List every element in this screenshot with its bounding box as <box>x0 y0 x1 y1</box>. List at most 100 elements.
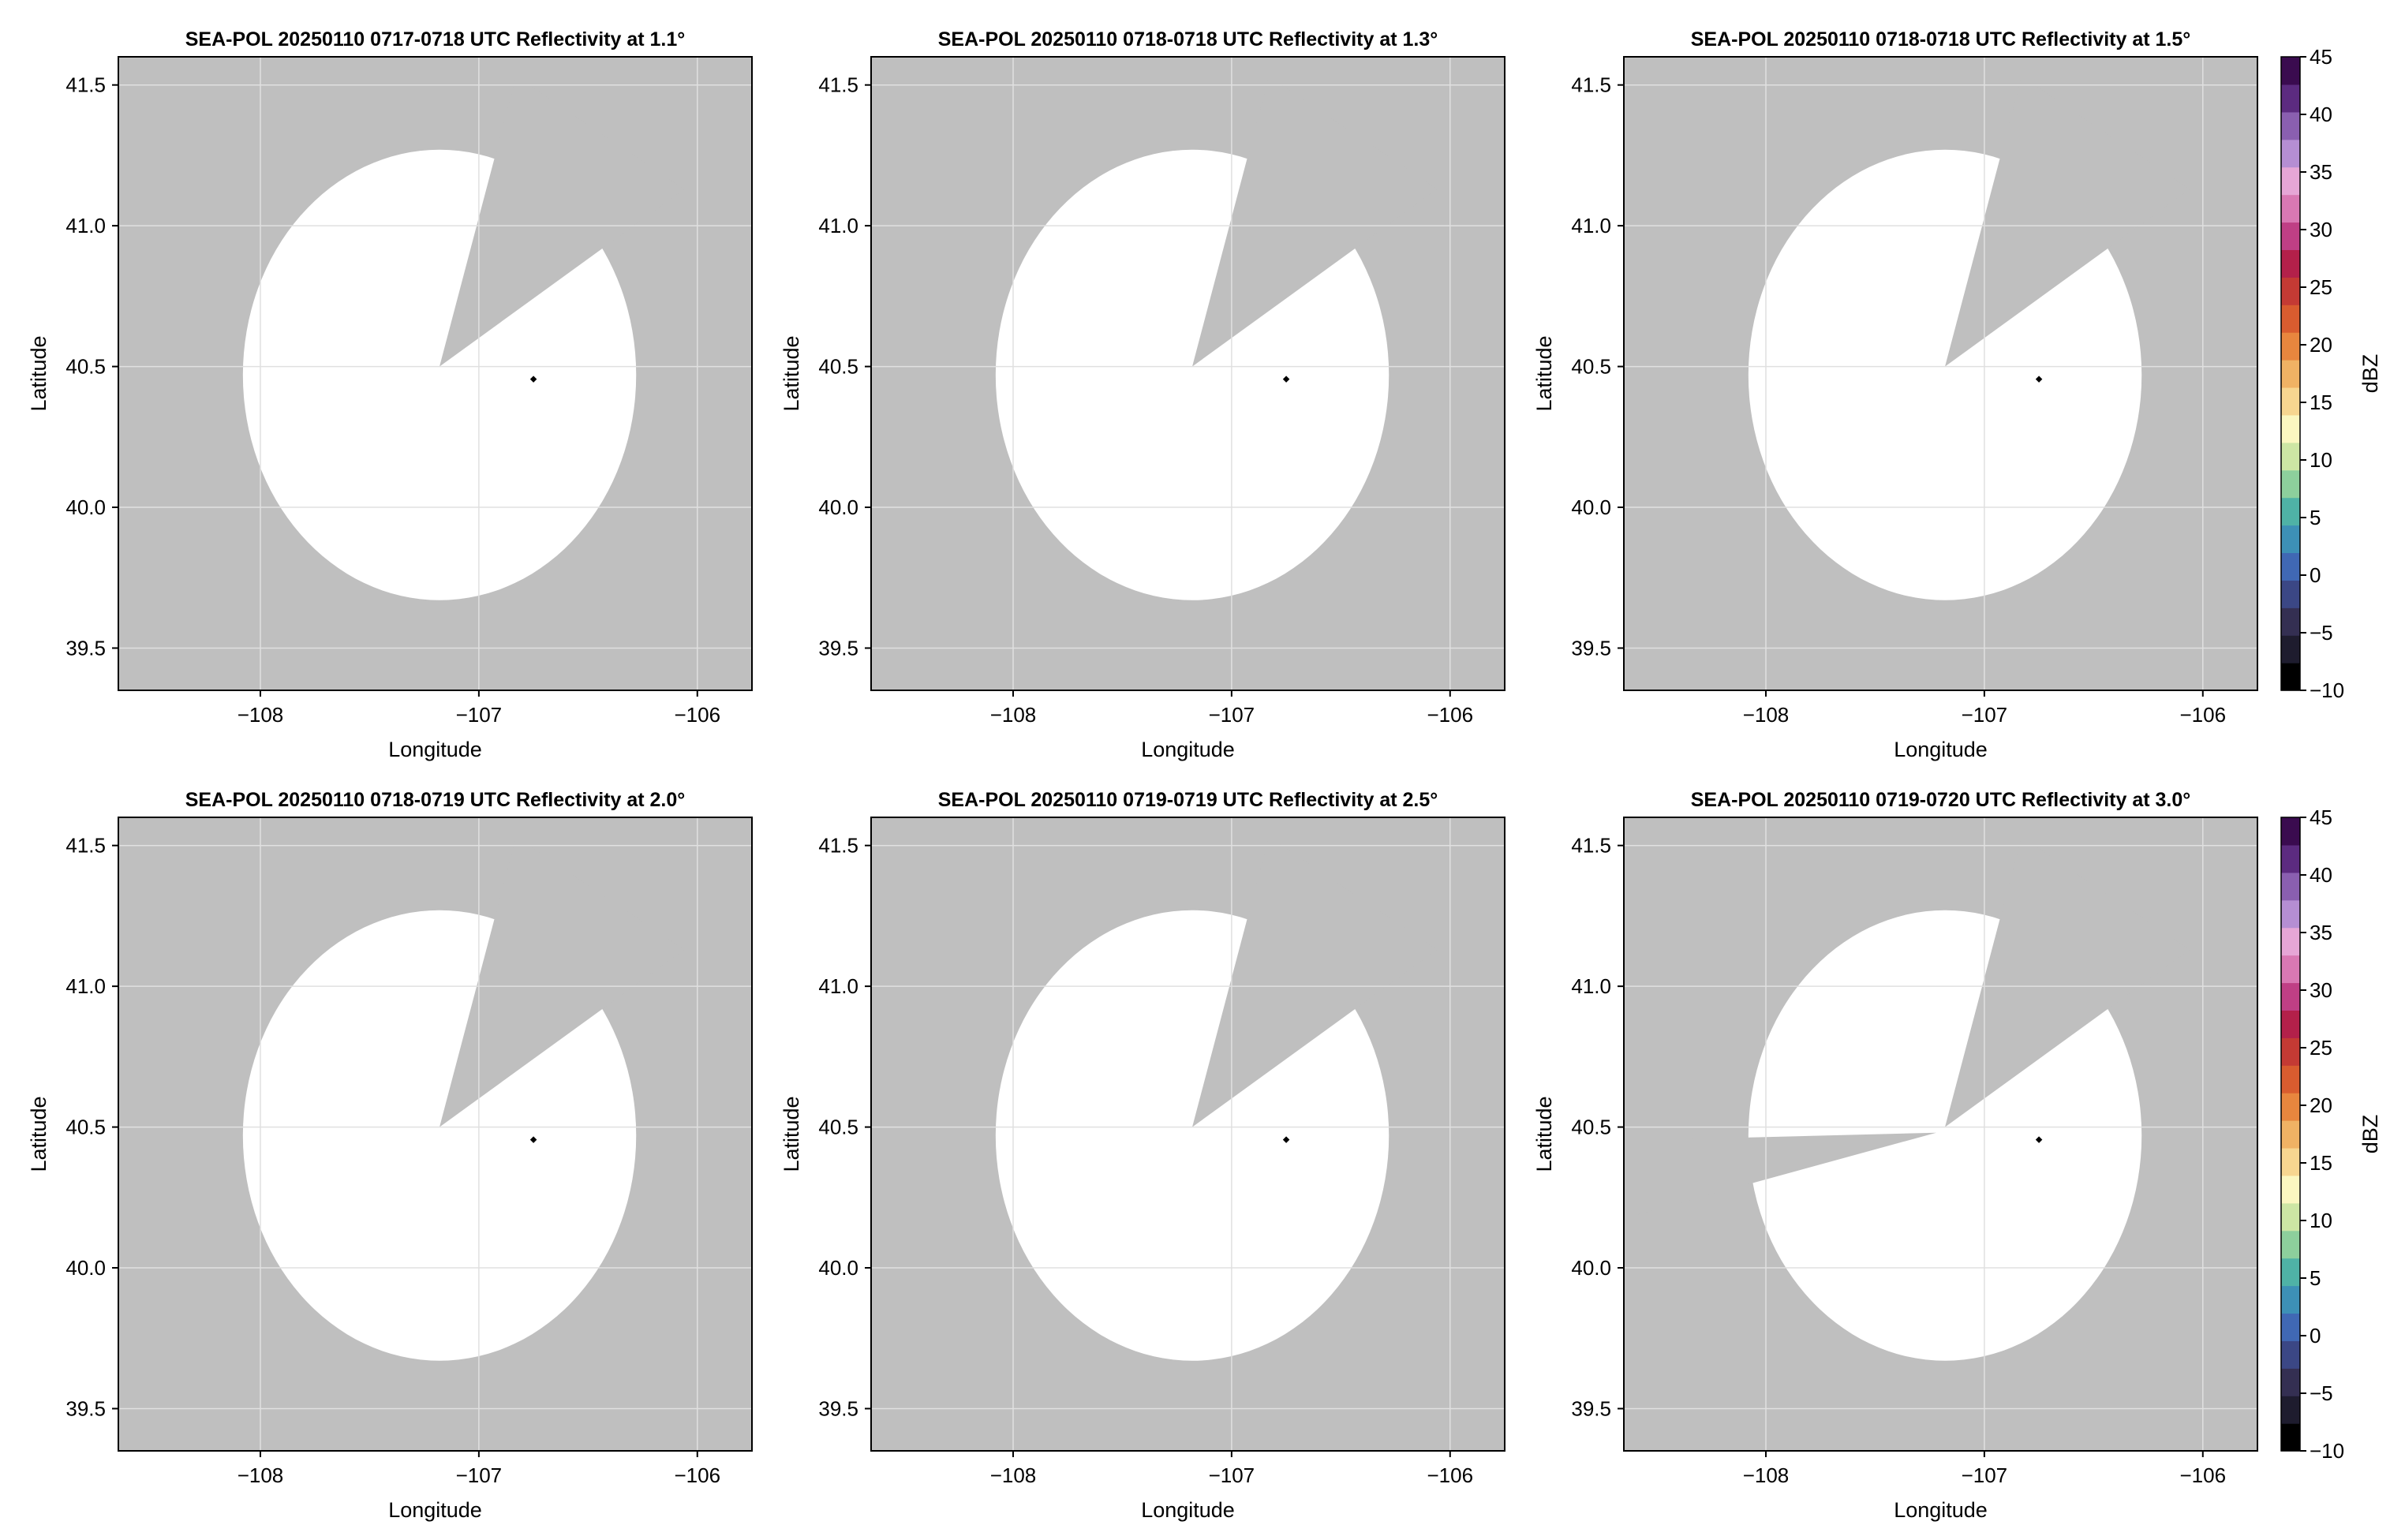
y-tick-label: 40.0 <box>65 1256 106 1280</box>
colorbar-segment <box>2281 414 2300 443</box>
colorbar-segment <box>2281 635 2300 663</box>
x-tick-label: −108 <box>1743 1463 1790 1487</box>
y-tick-label: 40.0 <box>1571 1256 1611 1280</box>
colorbar-1: −10 −5 0 5 10 15 20 25 30 35 40 45 dBZ <box>2280 45 2382 702</box>
y-tick-label: 41.0 <box>1571 974 1611 998</box>
x-axis-label: Longitude <box>388 1498 482 1522</box>
colorbar-tick-label: 0 <box>2310 1324 2321 1348</box>
x-tick-label: −107 <box>1962 1463 2008 1487</box>
y-tick-label: 40.5 <box>1571 355 1611 379</box>
axes-frame <box>1623 56 2258 691</box>
colorbar-segment <box>2281 607 2300 636</box>
colorbar-segment <box>2281 332 2300 361</box>
y-tick-label: 41.0 <box>65 214 106 237</box>
colorbar-segment <box>2281 249 2300 278</box>
colorbar-segment <box>2281 222 2300 250</box>
radar-panel-6: −108 −107 −106 39.5 40.0 40.5 41.0 41.5 SEA-POL … <box>1532 789 2258 1522</box>
x-tick-label: −107 <box>1209 703 1255 727</box>
colorbar-segment <box>2281 1423 2300 1452</box>
y-tick-label: 41.5 <box>818 73 858 97</box>
colorbar-tick-label: 20 <box>2310 333 2332 357</box>
colorbar-segment <box>2281 305 2300 333</box>
colorbar-tick-label: −10 <box>2310 1439 2344 1463</box>
y-tick-label: 40.0 <box>65 495 106 519</box>
colorbar-tick-label: 35 <box>2310 921 2332 944</box>
colorbar-tick-label: 15 <box>2310 391 2332 414</box>
x-tick-label: −108 <box>990 1463 1037 1487</box>
y-tick-label: 40.5 <box>1571 1116 1611 1139</box>
colorbar-segment <box>2281 1093 2300 1121</box>
radar-panel-4: −108 −107 −106 39.5 40.0 40.5 41.0 41.5 SEA-POL … <box>27 789 753 1522</box>
panel-title: SEA-POL 20250110 0717-0718 UTC Reflectiv… <box>185 28 686 50</box>
x-tick-label: −107 <box>1962 703 2008 727</box>
y-tick-label: 41.0 <box>65 974 106 998</box>
blocked-sector-1 <box>1945 77 2190 367</box>
colorbar-segment <box>2281 111 2300 140</box>
colorbar-segment <box>2281 580 2300 608</box>
colorbar-segment <box>2281 872 2300 901</box>
y-tick-label: 39.5 <box>818 636 858 660</box>
colorbar-segment <box>2281 982 2300 1011</box>
blocked-sector-1 <box>439 837 685 1127</box>
colorbar-segment <box>2281 552 2300 581</box>
colorbar-frame <box>2280 56 2301 691</box>
colorbar-tick-label: 10 <box>2310 1209 2332 1232</box>
colorbar-segment <box>2281 1175 2300 1204</box>
colorbar-segment <box>2281 166 2300 196</box>
colorbar-tick-label: 45 <box>2310 45 2332 69</box>
radar-location-marker <box>1282 1136 1290 1143</box>
y-tick-label: 41.5 <box>65 834 106 858</box>
radar-panel-2: −108 −107 −106 39.5 40.0 40.5 41.0 41.5 SEA-POL … <box>780 28 1505 761</box>
colorbar-segment <box>2281 1065 2300 1093</box>
panel-title: SEA-POL 20250110 0718-0718 UTC Reflectiv… <box>1691 28 2191 50</box>
blocked-sector-1 <box>1192 837 1438 1127</box>
colorbar-tick-label: 5 <box>2310 1266 2321 1290</box>
colorbar-segment <box>2281 955 2300 984</box>
y-tick-label: 40.5 <box>65 355 106 379</box>
radar-panel-1: −108 −107 −106 39.5 40.0 40.5 41.0 41.5 SEA-POL … <box>27 28 753 761</box>
axes-frame <box>870 817 1505 1452</box>
colorbar-segment <box>2281 899 2300 929</box>
radar-location-marker <box>1282 376 1290 383</box>
x-tick-label: −107 <box>456 1463 503 1487</box>
colorbar-tick-label: −5 <box>2310 621 2333 645</box>
colorbar-segment <box>2281 139 2300 168</box>
y-tick-label: 41.0 <box>818 214 858 237</box>
blocked-sector-1 <box>439 77 685 367</box>
y-tick-label: 40.5 <box>818 355 858 379</box>
x-tick-label: −108 <box>990 703 1037 727</box>
y-tick-label: 40.0 <box>818 1256 858 1280</box>
x-tick-label: −106 <box>2179 1463 2226 1487</box>
axes-frame <box>118 56 753 691</box>
colorbar-segment <box>2281 1340 2300 1369</box>
y-tick-label: 41.5 <box>1571 73 1611 97</box>
colorbar-segment <box>2281 469 2300 499</box>
radar-panel-3: −108 −107 −106 39.5 40.0 40.5 41.0 41.5 SEA-POL … <box>1532 28 2258 761</box>
colorbar-segment <box>2281 927 2300 956</box>
colorbar-tick-label: 20 <box>2310 1093 2332 1117</box>
y-tick-label: 41.0 <box>1571 214 1611 237</box>
x-tick-label: −108 <box>1743 703 1790 727</box>
colorbar-label: dBZ <box>2358 1115 2382 1154</box>
radar-location-marker <box>2035 376 2043 383</box>
x-axis-label: Longitude <box>1894 1498 1988 1522</box>
colorbar-segment <box>2281 1230 2300 1259</box>
colorbar-tick-label: 45 <box>2310 806 2332 829</box>
y-tick-label: 41.5 <box>1571 834 1611 858</box>
colorbar-segment <box>2281 844 2300 873</box>
colorbar-segment <box>2281 1396 2300 1424</box>
y-tick-label: 40.5 <box>818 1116 858 1139</box>
y-axis-label: Latitude <box>780 335 803 411</box>
x-axis-label: Longitude <box>1894 738 1988 761</box>
colorbar-segment <box>2281 1120 2300 1149</box>
colorbar-segment <box>2281 387 2300 416</box>
x-tick-label: −106 <box>674 1463 720 1487</box>
colorbar-tick-label: 25 <box>2310 1036 2332 1060</box>
x-tick-label: −107 <box>1209 1463 1255 1487</box>
y-axis-label: Latitude <box>780 1096 803 1172</box>
colorbar-tick-label: 30 <box>2310 978 2332 1002</box>
colorbar-segment <box>2281 1147 2300 1176</box>
axes-frame <box>870 56 1505 691</box>
radar-location-marker <box>529 1136 537 1143</box>
